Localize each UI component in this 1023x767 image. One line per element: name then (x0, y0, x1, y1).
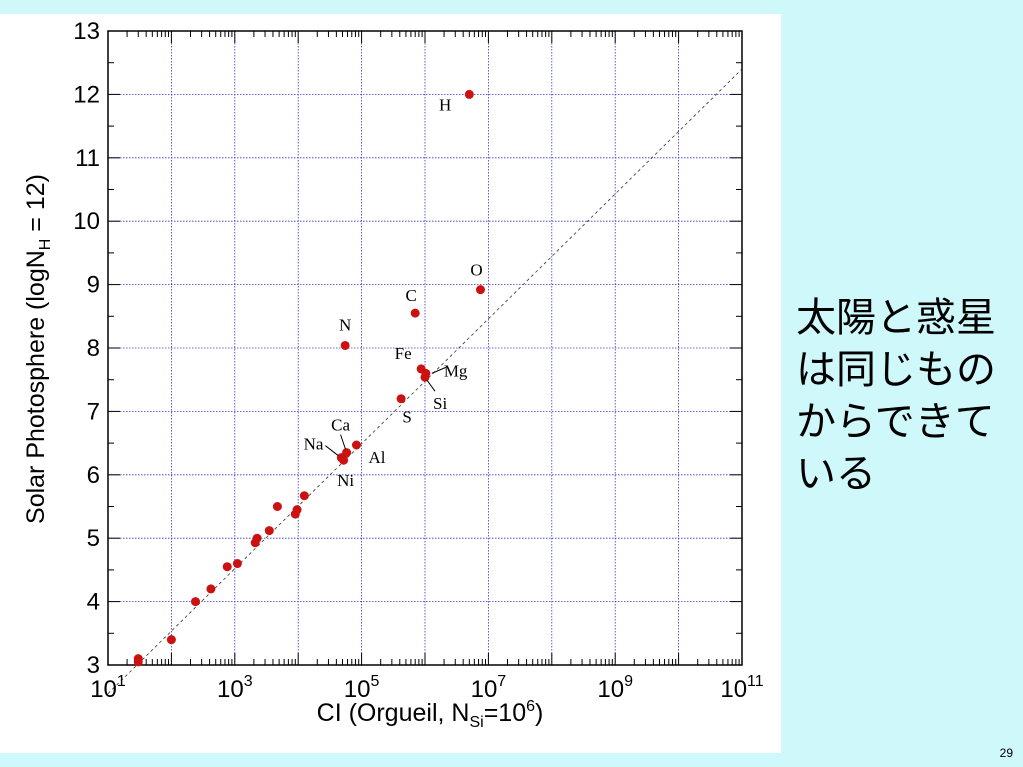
leader-line-si (426, 379, 436, 392)
data-point-c (410, 308, 420, 318)
plot-frame (107, 30, 743, 666)
data-point (166, 635, 176, 645)
y-tick-label: 6 (87, 462, 100, 489)
y-tick-label: 8 (87, 335, 100, 362)
leader-line-na (325, 445, 339, 457)
y-tick-label: 10 (73, 208, 100, 235)
y-tick-label: 12 (73, 81, 100, 108)
x-tick-label: 105 (344, 673, 380, 703)
x-axis-title: CI (Orgueil, NSi=106) (317, 698, 544, 731)
leader-line-mg (431, 366, 447, 374)
y-tick-label: 13 (73, 18, 100, 45)
data-point (191, 597, 201, 607)
point-label-n: N (339, 315, 351, 334)
data-point-o (475, 285, 485, 295)
point-label-o: O (470, 261, 482, 280)
data-point (264, 526, 274, 536)
point-label-s: S (402, 408, 411, 427)
point-labels: H O C N Fe Mg Si S Ca Na Al Ni (304, 95, 483, 490)
axis-ticks (107, 30, 742, 666)
y-tick-label: 11 (75, 145, 100, 172)
y-tick-label: 4 (87, 589, 100, 616)
data-point (222, 562, 232, 572)
x-tick-label: 1011 (720, 673, 763, 703)
slide-caption: 太陽と惑星は同じものからできている (796, 295, 996, 497)
data-point (299, 491, 309, 501)
x-tick-label: 107 (471, 673, 507, 703)
point-label-fe: Fe (395, 344, 412, 363)
y-tick-label: 7 (87, 398, 100, 425)
point-label-si: Si (433, 394, 447, 413)
data-point (252, 533, 262, 543)
x-tick-label: 103 (217, 673, 253, 703)
point-label-al: Al (368, 448, 385, 467)
data-points (133, 89, 485, 667)
y-tick-label: 9 (87, 272, 100, 299)
leader-line-ca (340, 434, 347, 450)
y-tick-label: 5 (87, 525, 100, 552)
data-point-n (340, 340, 350, 350)
slide-number: 29 (999, 746, 1013, 760)
data-point (133, 657, 143, 667)
y-tick-label: 3 (87, 652, 100, 679)
x-tick-label: 101 (90, 673, 126, 703)
data-point (232, 559, 242, 569)
grid-lines (108, 31, 742, 665)
point-label-mg: Mg (444, 361, 468, 380)
data-point-al (351, 440, 361, 450)
point-label-ni: Ni (337, 471, 354, 490)
data-point (292, 505, 302, 515)
plot-border (107, 30, 743, 666)
x-tick-label: 109 (597, 673, 633, 703)
data-point (206, 584, 216, 594)
point-label-h: H (439, 95, 451, 114)
point-label-ca: Ca (331, 416, 350, 435)
data-point-si (420, 372, 430, 382)
data-point (272, 502, 282, 511)
y-axis-title: Solar Photosphere (logNH = 12) (22, 174, 54, 524)
data-point-h (464, 89, 474, 99)
data-point-ni (339, 455, 349, 465)
point-label-na: Na (304, 435, 324, 454)
data-point-s (396, 394, 406, 404)
point-label-c: C (406, 286, 417, 305)
